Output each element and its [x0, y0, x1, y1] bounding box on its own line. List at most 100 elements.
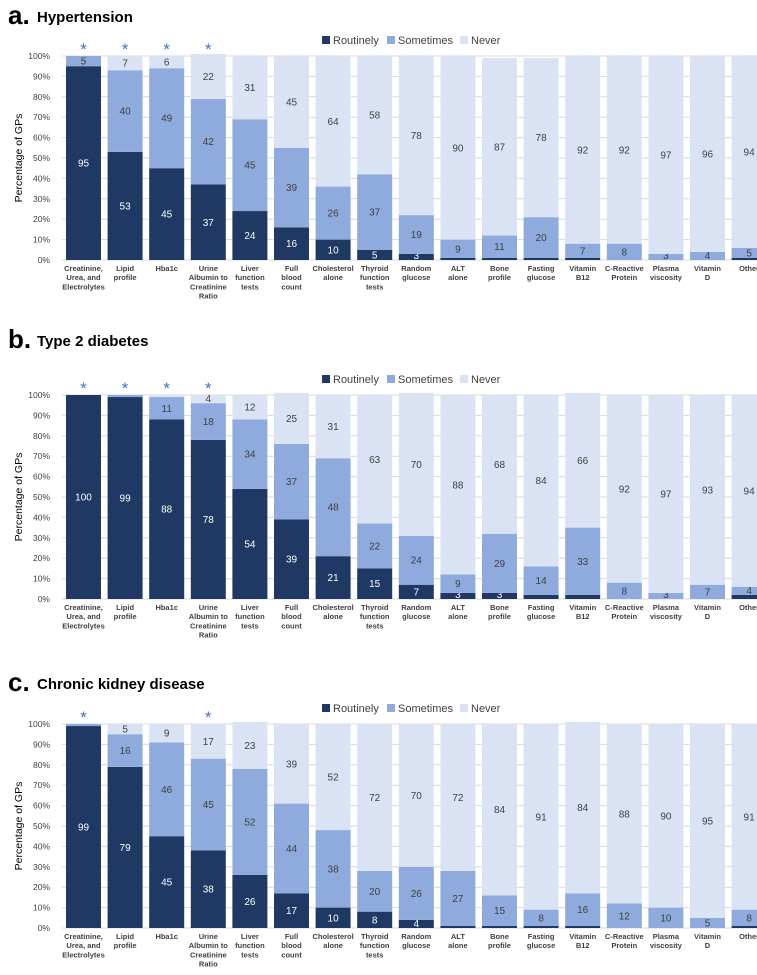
- x-tick-label: Urea, and: [66, 273, 101, 282]
- bar-segment-sometimes: [149, 68, 185, 169]
- data-label: 16: [286, 239, 298, 250]
- bar-segment-never: [565, 721, 601, 894]
- data-label: 72: [452, 793, 464, 804]
- x-tick-label: count: [281, 621, 302, 630]
- data-label: 66: [577, 456, 589, 467]
- data-label: 48: [328, 503, 340, 514]
- x-tick-label: Creatinine: [190, 950, 227, 959]
- bar-segment-sometimes: [731, 586, 757, 595]
- x-tick-label: Bone: [490, 264, 509, 273]
- bar-segment-never: [315, 56, 351, 187]
- x-tick-label: glucose: [402, 273, 430, 282]
- y-tick-label: 20%: [33, 882, 50, 892]
- bar-segment-routinely: [149, 836, 185, 928]
- x-tick-label: Creatinine,: [64, 264, 103, 273]
- bar-segment-routinely: [731, 594, 757, 599]
- y-tick-label: 50%: [33, 821, 50, 831]
- bar-segment-sometimes: [232, 768, 268, 875]
- x-tick-label: glucose: [527, 273, 555, 282]
- data-label: 14: [536, 576, 548, 587]
- data-label: 39: [286, 759, 298, 770]
- bar-segment-sometimes: [565, 893, 601, 926]
- bar-segment-never: [232, 721, 268, 769]
- x-tick-label: alone: [448, 941, 468, 950]
- bar-segment-routinely: [523, 257, 559, 260]
- bar-segment-never: [648, 56, 684, 254]
- data-label: 3: [663, 590, 669, 601]
- x-tick-label: Full: [285, 264, 298, 273]
- x-tick-label: Vitamin: [569, 264, 596, 273]
- x-tick-label: Electrolytes: [62, 950, 105, 959]
- x-tick-label: Urine: [199, 603, 218, 612]
- bar-segment-sometimes: [648, 253, 684, 260]
- x-tick-label: blood: [281, 941, 302, 950]
- data-label: 10: [328, 245, 340, 256]
- bar-segment-sometimes: [731, 909, 757, 926]
- x-tick-label: Full: [285, 932, 298, 941]
- bar-segment-never: [440, 56, 476, 240]
- bar-segment-routinely: [398, 919, 434, 928]
- x-tick-label: Protein: [611, 612, 637, 621]
- bar-segment-routinely: [523, 925, 559, 928]
- bar-segment-sometimes: [315, 458, 351, 557]
- data-label: 45: [161, 878, 173, 889]
- bar-segment-routinely: [190, 439, 226, 599]
- data-label: 95: [702, 816, 714, 827]
- x-tick-label: count: [281, 950, 302, 959]
- x-tick-label: alone: [323, 612, 343, 621]
- bar-segment-never: [690, 395, 725, 585]
- data-label: 7: [122, 59, 128, 70]
- bar-segment-never: [232, 395, 268, 420]
- x-tick-label: blood: [281, 273, 302, 282]
- y-tick-label: 60%: [33, 801, 50, 811]
- data-label: 4: [206, 394, 212, 405]
- y-tick-label: 30%: [33, 194, 50, 204]
- bar-segment-routinely: [731, 925, 757, 928]
- data-label: 7: [705, 587, 711, 598]
- bar-segment-sometimes: [565, 527, 601, 595]
- bar-segment-never: [648, 395, 684, 593]
- x-tick-label: glucose: [527, 941, 555, 950]
- bar-segment-never: [190, 724, 226, 759]
- significance-asterisk: *: [205, 379, 212, 398]
- x-tick-label: function: [360, 273, 390, 282]
- data-label: 87: [494, 142, 506, 153]
- significance-asterisk: *: [205, 708, 212, 727]
- bar-segment-routinely: [357, 568, 393, 599]
- data-label: 15: [369, 579, 381, 590]
- data-label: 11: [162, 404, 173, 415]
- data-label: 20: [369, 887, 381, 898]
- data-label: 34: [244, 450, 256, 461]
- data-label: 45: [161, 210, 173, 221]
- x-tick-label: Vitamin: [694, 264, 721, 273]
- x-tick-label: Plasma: [653, 603, 680, 612]
- data-label: 26: [244, 897, 256, 908]
- bar-segment-sometimes: [107, 395, 143, 398]
- bar-segment-never: [690, 56, 725, 252]
- data-label: 63: [369, 455, 381, 466]
- data-label: 78: [411, 131, 423, 142]
- x-tick-label: Vitamin: [694, 603, 721, 612]
- legend-swatch: [387, 375, 395, 383]
- bar-segment-routinely: [565, 594, 601, 599]
- x-tick-label: profile: [488, 941, 511, 950]
- x-tick-label: B12: [576, 612, 590, 621]
- bar-segment-routinely: [66, 726, 101, 928]
- x-tick-label: Fasting: [528, 264, 555, 273]
- data-label: 97: [660, 489, 672, 500]
- data-label: 37: [286, 477, 298, 488]
- bar-segment-never: [731, 724, 757, 910]
- data-label: 91: [744, 812, 756, 823]
- bar-segment-routinely: [107, 397, 143, 599]
- y-tick-label: 80%: [33, 760, 50, 770]
- data-label: 24: [244, 231, 256, 242]
- data-label: 88: [452, 480, 464, 491]
- data-label: 39: [286, 555, 298, 566]
- legend-swatch: [460, 375, 468, 383]
- bar-segment-never: [357, 395, 393, 524]
- data-label: 84: [494, 805, 506, 816]
- x-tick-label: B12: [576, 273, 590, 282]
- x-tick-label: Protein: [611, 941, 637, 950]
- bar-segment-sometimes: [648, 907, 684, 928]
